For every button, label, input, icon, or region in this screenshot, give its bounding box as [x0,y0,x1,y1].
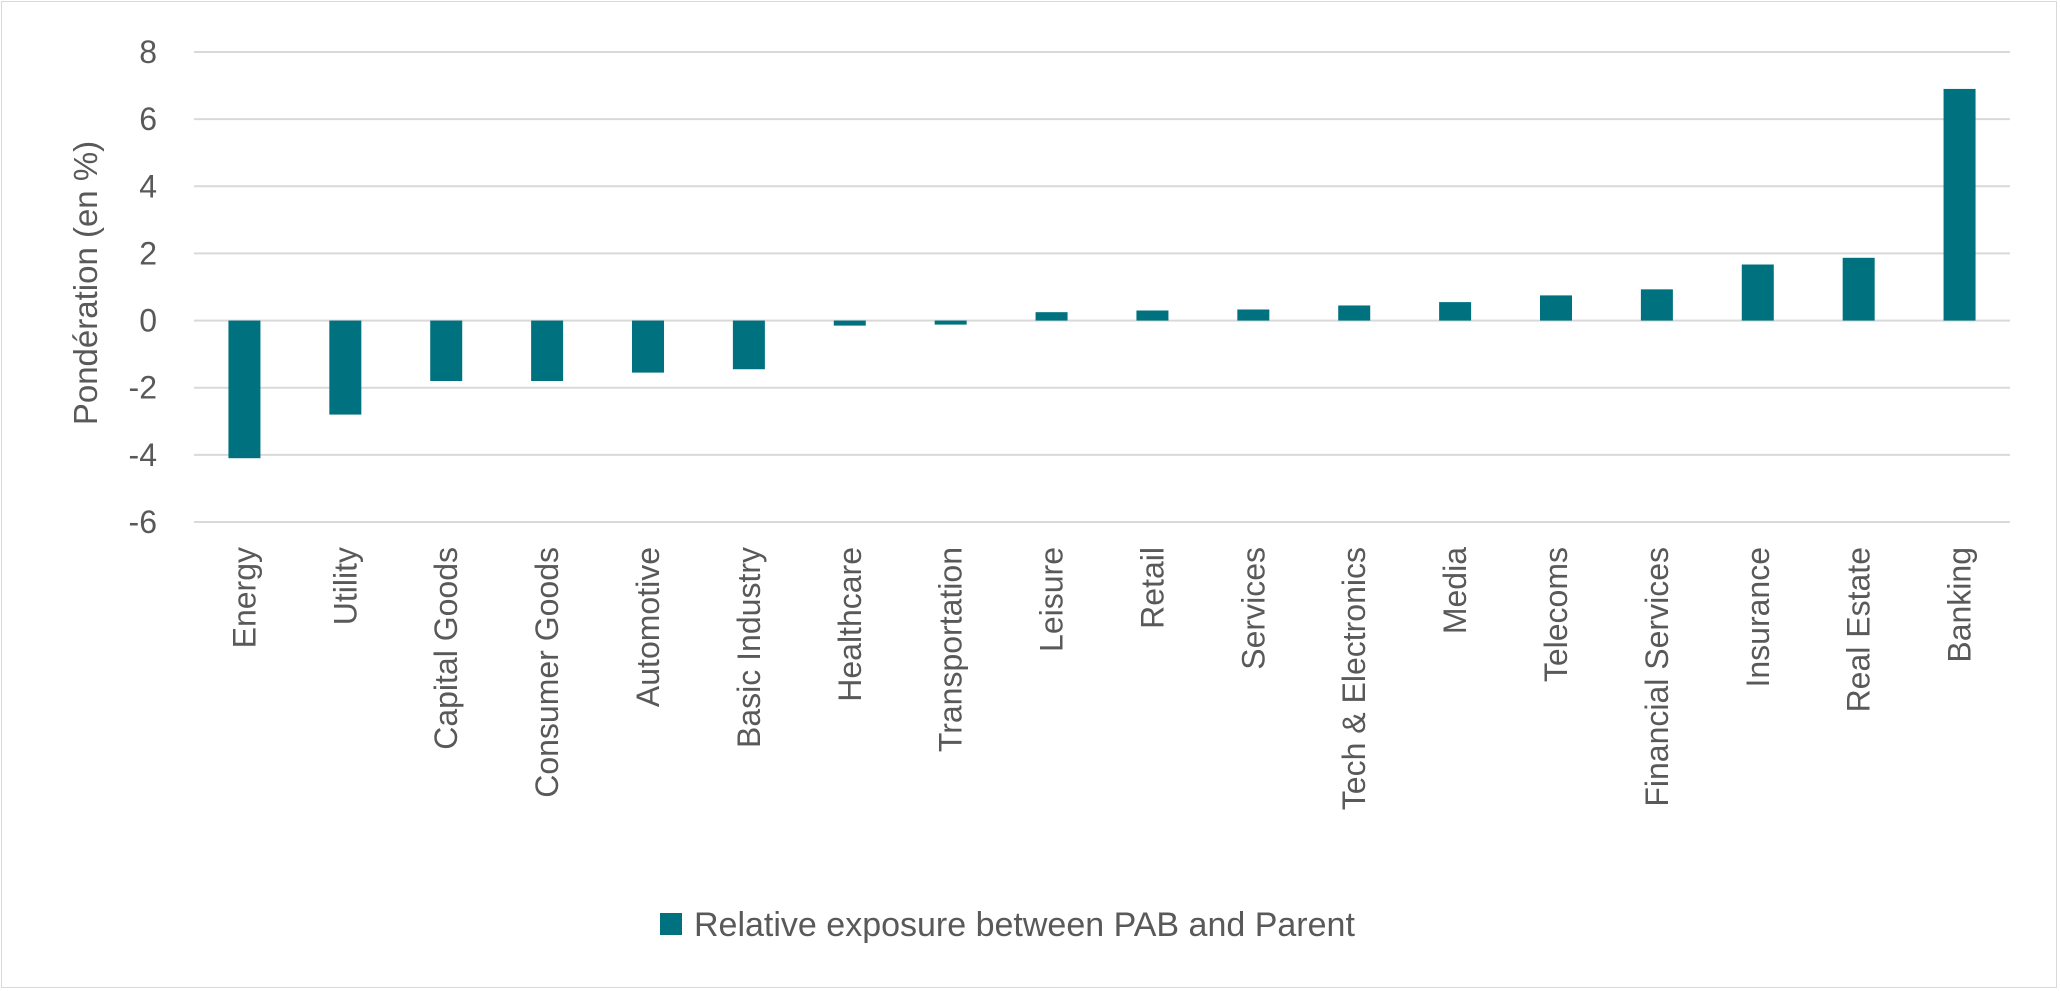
y-tick-label: 4 [139,168,157,204]
bar [1943,88,1976,321]
bar [430,320,463,381]
x-tick-label: Insurance [1740,547,1776,688]
y-tick-label: 8 [139,34,157,70]
bar [1338,305,1371,321]
y-tick-label: 2 [139,235,157,271]
bar [1237,309,1270,321]
x-tick-label: Healthcare [832,547,868,702]
bar [1842,257,1875,321]
bar [1136,310,1169,321]
bar [531,320,564,381]
bar [1035,312,1068,321]
bar [934,320,967,325]
x-tick-label: Consumer Goods [529,547,565,798]
x-tick-label: Capital Goods [428,547,464,750]
bar [228,320,261,459]
x-tick-label: Media [1437,547,1473,634]
bar [1439,302,1472,321]
bar [1741,264,1774,321]
y-tick-label: 6 [139,101,157,137]
y-axis-tick-labels: 8 6 4 2 0 -2 -4 -6 [129,34,157,540]
legend-swatch [660,913,682,935]
x-tick-label: Leisure [1034,547,1070,652]
bar [1540,295,1572,321]
bar [329,320,362,415]
x-tick-label: Retail [1134,547,1170,629]
x-tick-label: Financial Services [1639,547,1675,807]
x-tick-label: Banking [1942,547,1978,663]
x-tick-label: Transportation [933,547,969,752]
bar [833,320,866,326]
bars [228,88,1976,459]
x-tick-label: Tech & Electronics [1336,547,1372,810]
x-tick-label: Telecoms [1538,547,1574,682]
legend: Relative exposure between PAB and Parent [660,906,1355,944]
x-tick-label: Services [1235,547,1271,670]
x-tick-label: Utility [327,547,363,625]
y-tick-label: -6 [129,504,157,540]
x-tick-label: Automotive [630,547,666,707]
y-tick-label: 0 [139,303,157,339]
x-tick-label: Energy [226,547,262,648]
legend-label: Relative exposure between PAB and Parent [694,906,1355,944]
y-tick-label: -4 [129,437,157,473]
bar [732,320,765,370]
x-tick-label: Real Estate [1841,547,1877,712]
x-tick-label: Basic Industry [731,547,767,748]
gridlines [194,51,2010,523]
bar [632,320,664,373]
y-axis-title: Pondération (en %) [67,141,104,425]
x-axis-tick-labels: Energy Utility Capital Goods Consumer Goods… [226,547,1977,810]
bar [1640,289,1673,321]
y-tick-label: -2 [129,370,157,406]
